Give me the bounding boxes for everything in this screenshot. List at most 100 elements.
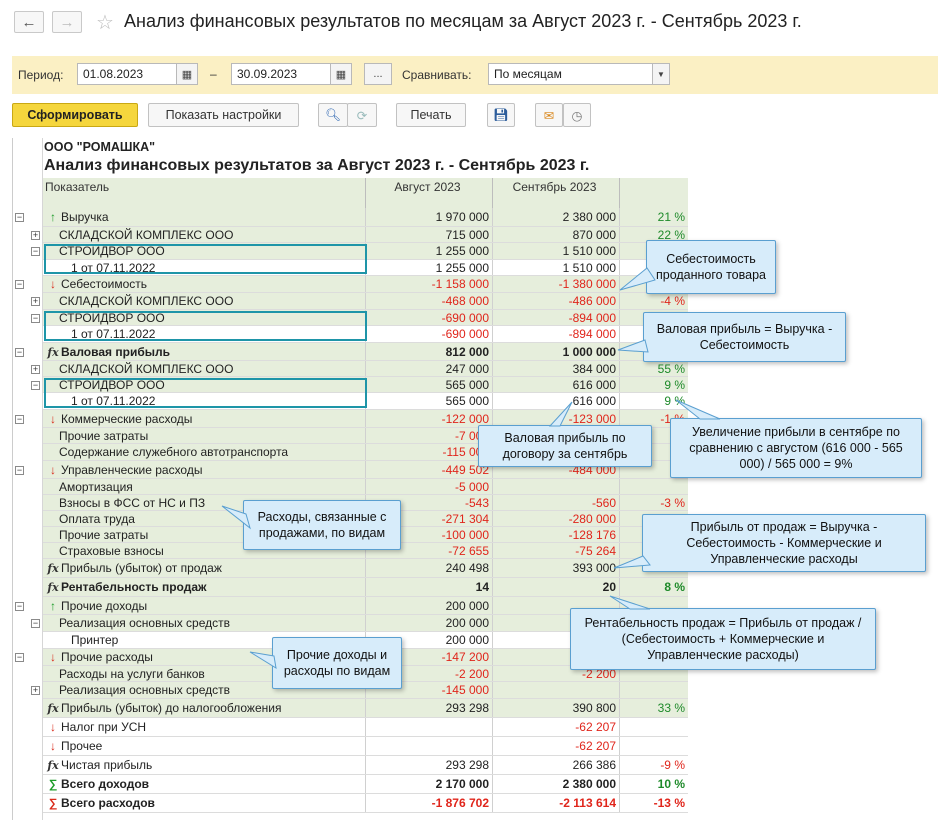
collapse-toggle[interactable]: − xyxy=(31,618,40,628)
value-percent: 33 % xyxy=(619,699,688,717)
value-august: -1 876 702 xyxy=(365,794,492,812)
back-button[interactable]: ← xyxy=(14,11,44,33)
search-refresh-icon: ⟳ xyxy=(356,108,368,123)
value-august: 293 298 xyxy=(365,756,492,774)
row-label-text: Принтер xyxy=(71,633,119,647)
date-to-input[interactable]: 30.09.2023 xyxy=(231,63,331,85)
sum-icon: ∑ xyxy=(48,796,58,810)
table-row[interactable]: ∑ Всего доходов 2 170 000 2 380 000 10 % xyxy=(43,775,688,794)
value-september: -894 000 xyxy=(492,310,619,325)
email-button[interactable]: ✉ xyxy=(535,103,563,127)
row-label-text: Содержание служебного автотранспорта xyxy=(59,445,289,459)
show-settings-button[interactable]: Показать настройки xyxy=(148,103,299,127)
formula-icon: fx xyxy=(47,759,59,772)
row-label-text: 1 от 07.11.2022 xyxy=(71,394,156,408)
row-label-text: СКЛАДСКОЙ КОМПЛЕКС ООО xyxy=(59,294,234,308)
pointer-expenses xyxy=(221,505,251,530)
search-button[interactable]: 🔍︎ xyxy=(318,103,348,127)
value-percent: -13 % xyxy=(619,794,688,812)
generate-button[interactable]: Сформировать xyxy=(12,103,138,127)
row-label-text: Валовая прибыль xyxy=(61,345,170,359)
value-august: 1 255 000 xyxy=(365,260,492,275)
value-percent: 10 % xyxy=(619,775,688,793)
history-button[interactable]: ◷ xyxy=(563,103,591,127)
collapse-toggle[interactable]: − xyxy=(15,279,24,289)
table-row[interactable]: 1 от 07.11.2022 1 255 000 1 510 000 xyxy=(43,260,688,276)
value-percent xyxy=(619,737,688,755)
collapse-toggle[interactable]: − xyxy=(31,313,40,323)
expand-toggle[interactable]: + xyxy=(31,685,40,695)
row-label-text: СКЛАДСКОЙ КОМПЛЕКС ООО xyxy=(59,228,234,242)
value-august xyxy=(365,737,492,755)
row-label-text: Взносы в ФСС от НС и ПЗ xyxy=(59,496,206,510)
date-from-input[interactable]: 01.08.2023 xyxy=(77,63,177,85)
row-label: Прочие затраты xyxy=(43,428,365,443)
table-row[interactable]: Страховые взносы -72 655 -75 264 xyxy=(43,543,688,559)
value-august: -690 000 xyxy=(365,326,492,342)
collapse-toggle[interactable]: − xyxy=(15,212,24,222)
row-label: ↓ Налог при УСН xyxy=(43,718,365,736)
row-label-text: Амортизация xyxy=(59,480,133,494)
collapse-toggle[interactable]: − xyxy=(15,414,24,424)
collapse-toggle[interactable]: − xyxy=(31,246,40,256)
row-label: ↓ Управленческие расходы xyxy=(43,461,365,478)
table-row[interactable]: СТРОЙДВОР ООО 565 000 616 000 9 % xyxy=(43,377,688,393)
callout-other: Прочие доходы и расходы по видам xyxy=(272,637,402,689)
table-row[interactable]: fx Валовая прибыль 812 000 1 000 000 xyxy=(43,343,688,361)
table-row[interactable]: fx Рентабельность продаж 14 20 8 % xyxy=(43,578,688,597)
value-percent: 21 % xyxy=(619,208,688,226)
table-row[interactable]: ∑ Всего расходов -1 876 702 -2 113 614 -13 % xyxy=(43,794,688,813)
table-row[interactable]: СКЛАДСКОЙ КОМПЛЕКС ООО 715 000 870 000 22 % xyxy=(43,227,688,243)
collapse-toggle[interactable]: − xyxy=(15,652,24,662)
table-row[interactable]: 1 от 07.11.2022 -690 000 -894 000 xyxy=(43,326,688,343)
table-row[interactable]: ↓ Коммерческие расходы -122 000 -123 000 -1 … xyxy=(43,410,688,428)
row-label: fx Прибыль (убыток) до налогообложения xyxy=(43,699,365,717)
table-row[interactable]: ↓ Управленческие расходы -449 502 -484 000 xyxy=(43,461,688,479)
expand-toggle[interactable]: + xyxy=(31,296,40,306)
table-row[interactable]: 1 от 07.11.2022 565 000 616 000 9 % xyxy=(43,393,688,410)
pointer-gross xyxy=(617,339,649,353)
collapse-toggle[interactable]: − xyxy=(15,465,24,475)
value-august: -5 000 xyxy=(365,479,492,494)
compare-dropdown-button[interactable]: ▼ xyxy=(652,63,670,85)
collapse-toggle[interactable]: − xyxy=(15,601,24,611)
search-clear-button[interactable]: ⟳ xyxy=(347,103,377,127)
table-row[interactable]: Амортизация -5 000 xyxy=(43,479,688,495)
calendar-to-button[interactable]: ▦ xyxy=(330,63,352,85)
table-row[interactable]: СКЛАДСКОЙ КОМПЛЕКС ООО -468 000 -486 000 -4… xyxy=(43,293,688,310)
row-label-text: Прочие расходы xyxy=(61,650,153,664)
pointer-cost xyxy=(619,267,656,291)
collapse-toggle[interactable]: − xyxy=(15,347,24,357)
row-label: СТРОЙДВОР ООО xyxy=(43,310,365,325)
value-august: 2 170 000 xyxy=(365,775,492,793)
star-icon[interactable]: ☆ xyxy=(96,12,114,34)
value-august: 1 970 000 xyxy=(365,208,492,226)
table-row[interactable]: ↓ Налог при УСН -62 207 xyxy=(43,718,688,737)
table-row[interactable]: fx Прибыль (убыток) до налогообложения 293… xyxy=(43,699,688,718)
row-label-text: 1 от 07.11.2022 xyxy=(71,327,156,341)
expand-toggle[interactable]: + xyxy=(31,364,40,374)
calendar-from-button[interactable]: ▦ xyxy=(176,63,198,85)
period-select-button[interactable]: ... xyxy=(364,63,392,85)
save-button[interactable]: 💾︎ xyxy=(487,103,515,127)
table-row[interactable]: СТРОЙДВОР ООО 1 255 000 1 510 000 xyxy=(43,243,688,260)
table-row[interactable]: ↓ Прочее -62 207 xyxy=(43,737,688,756)
expand-toggle[interactable]: + xyxy=(31,230,40,240)
row-label-text: Всего доходов xyxy=(61,777,150,791)
report-title: Анализ финансовых результатов за Август … xyxy=(44,157,590,174)
value-august: 565 000 xyxy=(365,393,492,409)
search-icon: 🔍︎ xyxy=(325,107,341,122)
table-row[interactable]: СКЛАДСКОЙ КОМПЛЕКС ООО 247 000 384 000 55 % xyxy=(43,361,688,377)
table-row[interactable]: fx Чистая прибыль 293 298 266 386 -9 % xyxy=(43,756,688,775)
value-percent: 55 % xyxy=(619,361,688,376)
table-row[interactable]: ↑ Прочие доходы 200 000 xyxy=(43,597,688,615)
col-august: Август 2023 xyxy=(365,178,492,208)
forward-button[interactable]: → xyxy=(52,11,82,33)
row-label: ↓ Себестоимость xyxy=(43,276,365,292)
print-button[interactable]: Печать xyxy=(396,103,466,127)
collapse-toggle[interactable]: − xyxy=(31,380,40,390)
table-row[interactable]: ↑ Выручка 1 970 000 2 380 000 21 % xyxy=(43,208,688,227)
pointer-gross-contract xyxy=(548,401,573,427)
arrow-up-icon: ↑ xyxy=(50,210,56,224)
